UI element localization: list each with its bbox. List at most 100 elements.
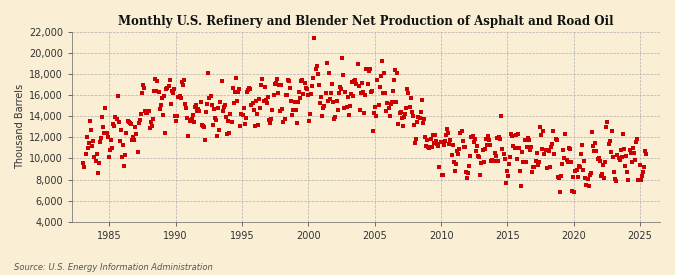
Point [583,184,594,188]
Point [455,130,466,135]
Point [505,155,516,159]
Point [566,160,576,164]
Point [421,144,431,148]
Point [301,87,312,92]
Point [382,101,393,105]
Point [299,81,310,85]
Point [564,145,574,150]
Point [491,154,502,158]
Point [224,131,235,136]
Point [128,135,138,139]
Point [192,109,202,113]
Point [99,131,110,136]
Point [592,157,603,161]
Point [344,113,354,117]
Point [406,110,417,115]
Point [540,148,551,153]
Point [633,178,644,183]
Point [79,165,90,170]
Point [252,123,263,128]
Point [641,152,651,156]
Point [214,128,225,132]
Point [81,135,92,140]
Point [78,161,88,165]
Point [498,152,509,157]
Point [298,91,308,96]
Point [344,104,355,108]
Point [579,158,590,163]
Point [205,94,216,98]
Point [371,113,382,118]
Point [197,123,208,128]
Point [283,78,294,82]
Point [443,131,454,136]
Point [244,86,254,90]
Point [541,166,552,170]
Point [515,169,526,173]
Point [242,90,252,95]
Point [153,90,164,95]
Point [460,145,470,149]
Point [392,71,403,75]
Point [589,148,599,153]
Point [415,110,426,114]
Point [127,138,138,142]
Point [100,106,111,111]
Point [414,116,425,120]
Point [555,190,566,194]
Point [393,122,404,126]
Point [90,159,101,163]
Point [285,86,296,90]
Point [88,139,99,144]
Point [510,133,521,138]
Point [364,67,375,71]
Point [188,113,198,118]
Point [82,146,93,150]
Point [108,122,119,126]
Point [384,113,395,118]
Point [103,134,113,139]
Point [484,138,495,142]
Point [277,107,288,111]
Point [296,79,306,83]
Point [211,118,221,123]
Point [590,141,601,145]
Point [451,162,462,166]
Point [640,148,651,153]
Point [263,94,273,99]
Point [582,177,593,181]
Point [278,120,289,124]
Point [476,160,487,165]
Point [160,131,171,135]
Point [330,115,341,120]
Point [183,133,194,138]
Point [369,111,379,116]
Point [467,134,478,139]
Point [236,112,247,116]
Point [610,177,620,181]
Point [604,139,615,143]
Point [543,149,554,153]
Point [155,107,165,112]
Point [138,83,148,87]
Point [389,68,400,72]
Point [520,160,531,164]
Point [87,144,98,148]
Point [543,147,554,152]
Point [475,172,486,177]
Point [417,121,428,126]
Point [240,116,251,120]
Point [216,78,227,83]
Point [434,165,445,169]
Point [396,110,406,114]
Point [441,127,452,131]
Point [105,147,115,152]
Point [91,152,102,156]
Point [450,169,460,174]
Point [481,136,491,141]
Point [109,124,119,128]
Point [300,86,311,90]
Point [319,104,330,108]
Point [466,135,477,139]
Point [435,140,446,144]
